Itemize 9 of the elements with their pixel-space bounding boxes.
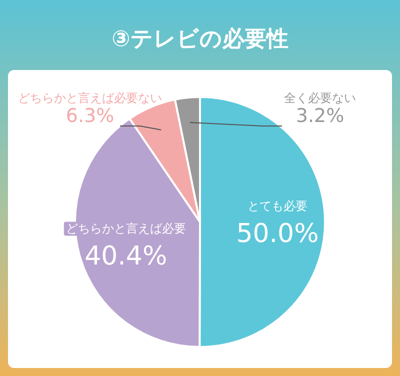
chart-title: ③テレビの必要性 bbox=[112, 27, 288, 52]
slice-label: とても必要 bbox=[248, 199, 308, 214]
data-label: 40.4% bbox=[84, 242, 168, 272]
slice-label: どちらかと言えば必要 bbox=[66, 222, 186, 236]
data-label: 3.2% bbox=[296, 105, 344, 127]
slice-label: 全く必要ない bbox=[284, 91, 356, 105]
slice-label: どちらかと言えば必要ない bbox=[18, 91, 162, 105]
data-label: 50.0% bbox=[236, 219, 319, 250]
data-label: 6.3% bbox=[66, 105, 114, 127]
